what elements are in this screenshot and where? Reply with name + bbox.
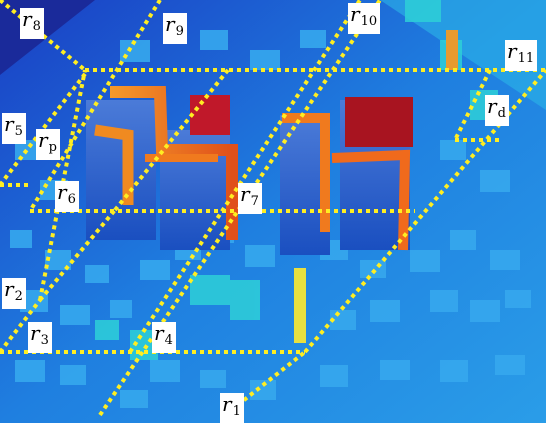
orange-spire (446, 30, 458, 70)
label-r11-sub: 11 (517, 51, 535, 66)
label-rd: rd (485, 95, 509, 126)
label-r2: r2 (2, 278, 26, 309)
label-r8-sub: 8 (32, 19, 41, 34)
label-r3-sub: 3 (40, 333, 49, 348)
label-r5-sub: 5 (14, 124, 23, 139)
label-r7-sub: 7 (250, 194, 259, 209)
label-r6-sub: 6 (67, 192, 76, 207)
label-r4: r4 (152, 322, 176, 353)
label-r10: r10 (348, 3, 381, 34)
light-ridge (380, 0, 546, 110)
label-r4-sub: 4 (164, 333, 173, 348)
label-r9-sub: 9 (175, 24, 184, 39)
label-rd-sub: d (497, 106, 506, 121)
label-r3: r3 (28, 322, 52, 353)
label-r8: r8 (20, 8, 44, 39)
label-rp: rp (36, 129, 60, 160)
label-r7: r7 (238, 183, 262, 214)
label-r5: r5 (2, 113, 26, 144)
label-r9: r9 (163, 13, 187, 44)
tall-buildings (86, 86, 413, 255)
label-r10-sub: 10 (360, 14, 378, 29)
label-r11: r11 (505, 40, 538, 71)
label-r6: r6 (55, 181, 79, 212)
label-r1-sub: 1 (232, 404, 241, 419)
label-rp-sub: p (48, 140, 57, 155)
label-r1: r1 (220, 393, 244, 424)
yellow-tower (294, 268, 306, 343)
label-r2-sub: 2 (14, 289, 23, 304)
